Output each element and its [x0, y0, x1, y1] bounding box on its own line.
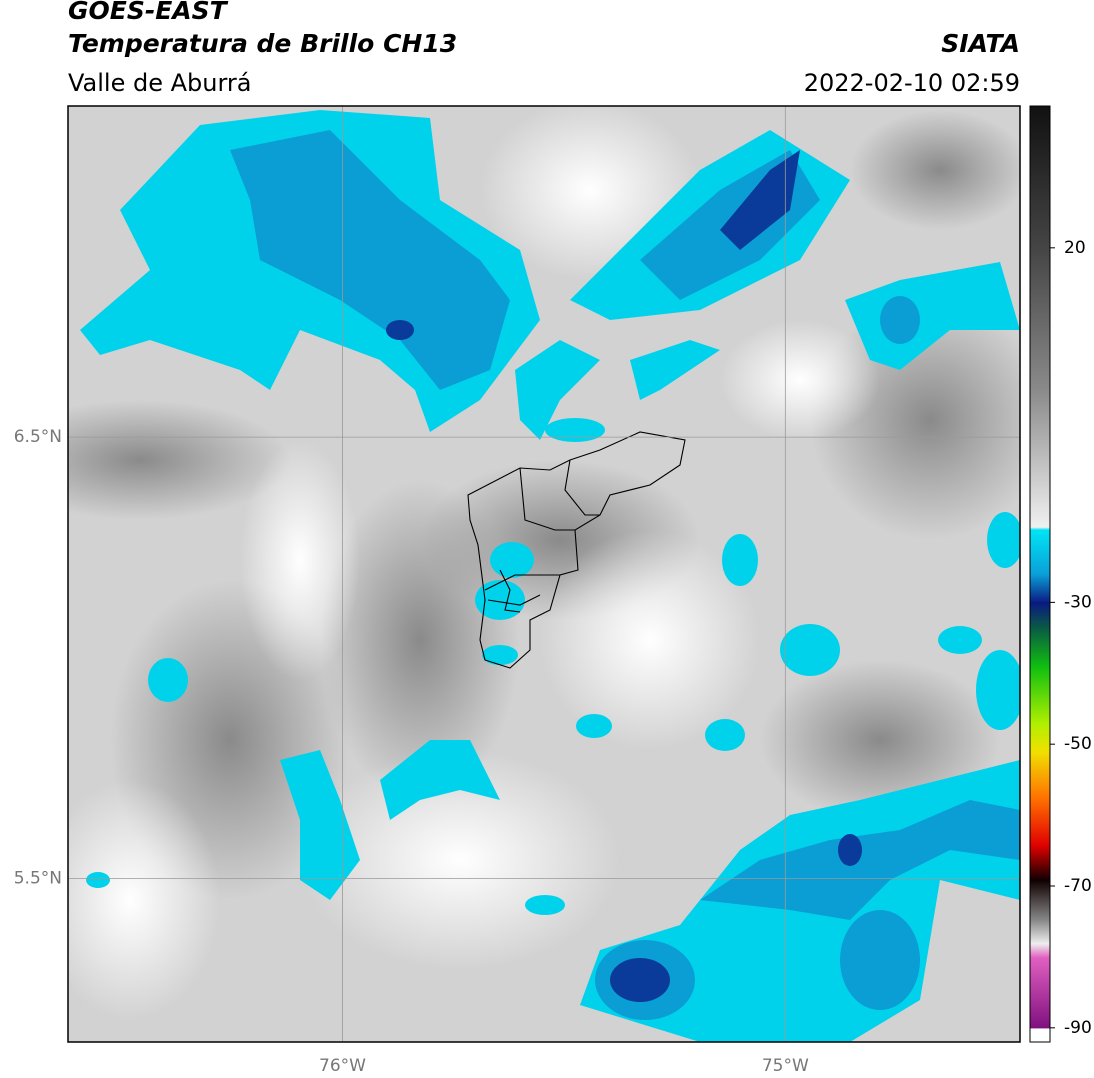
- map: [68, 106, 1020, 1042]
- datetime: 2022-02-10 02:59: [804, 69, 1020, 97]
- colorbar-label: -50: [1064, 734, 1092, 754]
- colorbar-label: -90: [1064, 1018, 1092, 1038]
- colorbar-label: -30: [1064, 592, 1092, 612]
- ticks: 76°W 75°W 6.5°N 5.5°N 20 -30 -50 -70 -90: [14, 238, 1092, 1076]
- aburra-valley-boundary: [467, 431, 686, 669]
- title: GOES-EAST: [68, 0, 229, 25]
- region: Valle de Aburrá: [68, 69, 252, 97]
- coldest-clouds: [386, 150, 862, 1002]
- lat-label: 6.5°N: [14, 427, 62, 447]
- subtitle: Temperatura de Brillo CH13: [68, 29, 457, 58]
- graticule: [68, 106, 1020, 1042]
- map-frame: [67, 105, 1021, 1043]
- lat-label: 5.5°N: [14, 869, 62, 889]
- colorbar-label: -70: [1064, 876, 1092, 896]
- lon-label: 76°W: [319, 1056, 366, 1076]
- lon-label: 75°W: [762, 1056, 809, 1076]
- colorbar-label: 20: [1064, 238, 1086, 258]
- colorbar: [1029, 105, 1051, 1043]
- source: SIATA: [941, 29, 1020, 58]
